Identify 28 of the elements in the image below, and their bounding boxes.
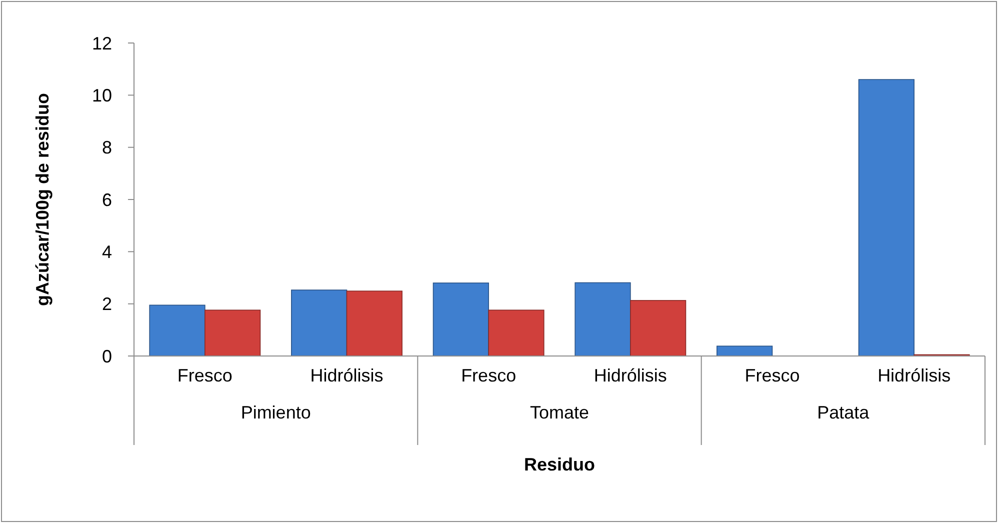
bar	[291, 290, 348, 356]
bar	[630, 300, 686, 356]
y-tick-label: 10	[92, 85, 112, 106]
y-axis-title: gAzúcar/100g de residuo	[32, 92, 52, 306]
bar	[149, 304, 206, 356]
bar	[346, 290, 402, 356]
bar	[716, 346, 773, 356]
x-tick-label: Hidrólisis	[594, 365, 667, 386]
text: Pimiento	[240, 402, 311, 422]
text: Patata	[817, 402, 870, 422]
bar	[488, 310, 544, 356]
x-tick-label: Hidrólisis	[310, 365, 384, 386]
y-tick-label: 2	[102, 294, 112, 314]
x-tick-label: Fresco	[461, 365, 516, 386]
x-axis-title: Residuo	[524, 454, 596, 474]
x-tick-label: Fresco	[744, 365, 800, 386]
y-tick-label: 0	[102, 346, 112, 366]
bar	[204, 310, 261, 356]
y-tick-label: 6	[102, 190, 112, 210]
text: Tomate	[530, 402, 590, 422]
bar	[574, 282, 631, 356]
y-tick-label: 12	[92, 33, 112, 54]
y-tick-label: 4	[102, 242, 112, 262]
bar	[858, 79, 914, 356]
x-tick-label: Hidrólisis	[878, 365, 951, 386]
x-tick-label: Fresco	[177, 365, 232, 386]
bar	[432, 282, 489, 356]
y-tick-label: 8	[102, 138, 112, 158]
